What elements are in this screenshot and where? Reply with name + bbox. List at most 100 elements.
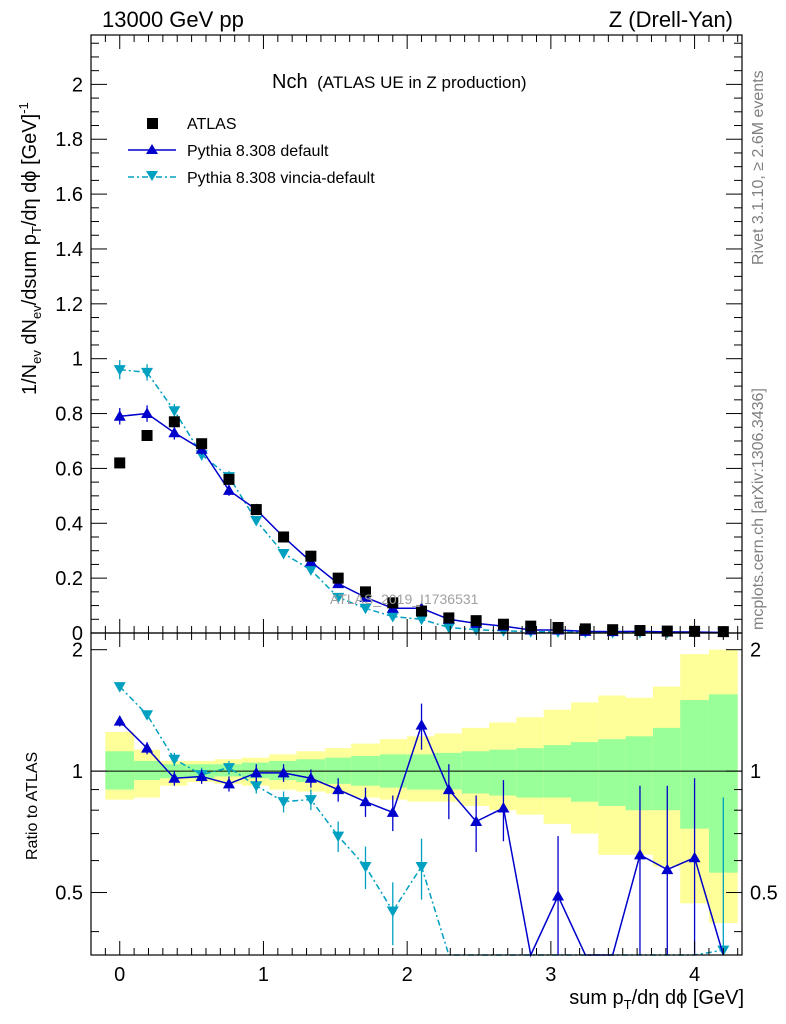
atlas-point [278, 531, 290, 543]
vincia-line [119, 368, 724, 634]
default-ratio-point [277, 766, 290, 778]
default-point [168, 426, 181, 438]
vincia-point [359, 603, 372, 615]
ratio-band-inner [570, 742, 599, 802]
vincia-point [442, 623, 455, 634]
legend-vincia-marker [146, 171, 158, 181]
plot-title: Nch (ATLAS UE in Z production) [272, 71, 527, 93]
atlas-point [223, 473, 235, 485]
ratio-y-tick-label: 0.5 [55, 883, 83, 905]
y-axis-title: 1/Nev dNev/dsum pT/dη dϕ [GeV]-1 [16, 102, 44, 395]
default-ratio-point [222, 777, 235, 789]
atlas-point [359, 586, 371, 598]
rivet-label: Rivet 3.1.10, ≥ 2.6M events [750, 70, 767, 265]
default-point [141, 407, 154, 419]
default-ratio-point [304, 772, 317, 783]
default-ratio-point [359, 795, 372, 807]
ratio-y-tick-label-right: 2 [750, 640, 761, 662]
vincia-ratio-point [332, 831, 345, 843]
ratio-band-inner [652, 727, 681, 811]
vincia-point [168, 406, 181, 417]
ratio-band-inner [489, 749, 517, 796]
x-tick-label: 1 [258, 964, 269, 986]
atlas-point [250, 504, 262, 516]
ratio-frame [90, 632, 743, 956]
y-tick-label: 1.2 [55, 294, 83, 316]
default-ratio-point [386, 806, 399, 817]
axes: 0 1 2 3 4 0 0.2 0.4 0.6 0.8 1 1.2 1.4 1.6 1.8 2 0.5 0.5 1 1… [55, 34, 778, 986]
legend-atlas-marker [147, 118, 158, 129]
header-left-label: 13000 GeV pp [102, 7, 244, 32]
x-tick-label: 4 [689, 964, 700, 986]
y-tick-label: 0.8 [55, 404, 83, 426]
atlas-point [579, 623, 591, 635]
default-ratio-point [497, 802, 510, 813]
main-panel [113, 360, 730, 639]
default-ratio-point [168, 772, 181, 783]
atlas-point [114, 457, 126, 469]
ratio-band-inner [598, 739, 626, 806]
vincia-ratio-point [277, 797, 290, 808]
vincia-point [415, 614, 428, 626]
legend: ATLAS Pythia 8.308 default Pythia 8.308 … [128, 116, 375, 187]
vincia-point [277, 548, 290, 560]
atlas-point [552, 622, 564, 634]
y-tick-label: 0.4 [55, 513, 83, 535]
default-ratio-point [332, 783, 345, 795]
ratio-panel [91, 682, 742, 958]
atlas-point [168, 416, 180, 428]
vincia-point [113, 365, 126, 376]
atlas-point [525, 620, 537, 632]
x-tick-label: 2 [402, 964, 413, 986]
atlas-point [141, 429, 153, 441]
atlas-point [497, 618, 509, 630]
ratio-band-inner [461, 751, 490, 794]
vincia-point [250, 516, 263, 527]
vincia-point [141, 367, 154, 379]
default-ratio-point [250, 766, 263, 778]
x-tick-label: 3 [545, 964, 556, 986]
ratio-y-axis-title: Ratio to ATLAS [24, 752, 41, 860]
y-tick-label: 1.6 [55, 184, 83, 206]
plot-title-main: Nch [272, 71, 308, 93]
default-ratio-point [552, 890, 565, 901]
y-tick-label: 0.6 [55, 458, 83, 480]
atlas-point [634, 625, 646, 637]
default-ratio-point [195, 770, 208, 781]
default-ratio-point [633, 848, 646, 860]
ratio-band-inner [625, 736, 653, 811]
analysis-watermark: ATLAS_2019_I1736531 [330, 591, 479, 607]
ratio-y-tick-label: 1 [72, 761, 83, 783]
legend-atlas-label: ATLAS [187, 116, 237, 133]
ratio-band-inner [407, 754, 435, 790]
default-ratio-point [688, 851, 701, 863]
default-ratio-point [415, 719, 428, 730]
y-tick-label: 0.2 [55, 568, 83, 590]
atlas-point [305, 550, 317, 562]
ratio-y-tick-label-right: 1 [750, 761, 761, 783]
vincia-ratio-point [113, 682, 126, 693]
legend-default-label: Pythia 8.308 default [187, 143, 329, 160]
ratio-y-tick-label-right: 0.5 [750, 883, 778, 905]
vincia-ratio-point [386, 906, 399, 917]
y-tick-label: 1 [72, 349, 83, 371]
plot-title-sub: (ATLAS UE in Z production) [317, 73, 526, 92]
x-tick-label: 0 [114, 964, 125, 986]
default-ratio-point [113, 715, 126, 726]
vincia-ratio-point [415, 862, 428, 873]
x-axis-title: sum pT/dη dϕ [GeV] [569, 987, 744, 1012]
header-right-label: Z (Drell-Yan) [609, 7, 733, 32]
default-ratio-point [661, 863, 674, 875]
ratio-band-inner [105, 751, 135, 790]
atlas-point [332, 572, 344, 584]
atlas-point [661, 625, 673, 637]
vincia-ratio-point [304, 795, 317, 806]
vincia-point [386, 612, 399, 623]
vincia-ratio-point [168, 754, 181, 766]
ratio-band-inner [134, 760, 160, 781]
y-tick-label: 1.4 [55, 239, 83, 261]
ratio-band-inner [516, 748, 544, 798]
atlas-point [196, 438, 208, 450]
vincia-point [332, 592, 345, 604]
